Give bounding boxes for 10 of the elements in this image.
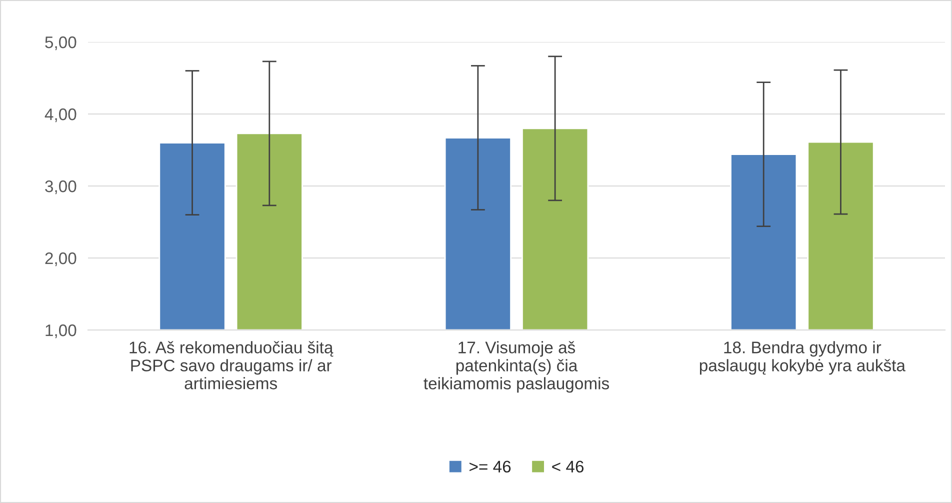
y-tick-label: 5,00 bbox=[45, 36, 76, 50]
legend-label: >= 46 bbox=[470, 460, 511, 473]
legend-label: < 46 bbox=[552, 460, 584, 473]
y-tick-label: 3,00 bbox=[45, 180, 76, 194]
y-tick-label: 4,00 bbox=[44, 108, 76, 122]
y-tick-label: 2,00 bbox=[45, 252, 76, 266]
y-tick-label: 1,00 bbox=[46, 324, 76, 338]
x-tick-label: 16. Aš rekomenduočiau šitą PSPC savo draugams ir/ ar artimiesiems bbox=[130, 341, 334, 390]
x-tick-label: 18. Bendra gydymo ir paslaugų kokybė yra aukšta bbox=[700, 341, 906, 375]
x-tick-label: 17. Visumoje aš patenkinta(s) čia teikiamomis paslaugomis bbox=[424, 341, 609, 393]
